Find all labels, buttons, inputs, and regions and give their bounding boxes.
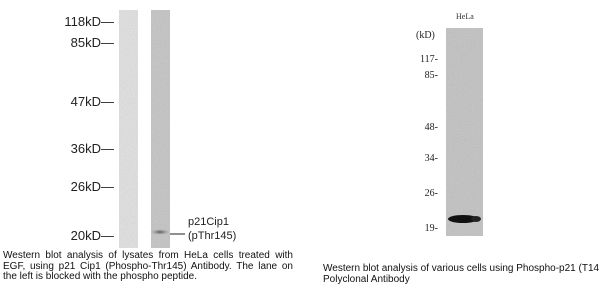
figure: p21Cip1 (pThr145) Western blot analysis … — [0, 0, 599, 298]
marker-label: 118kD— — [14, 15, 114, 29]
marker-label: 26- — [398, 189, 438, 199]
lane-label: HeLa — [456, 12, 474, 21]
caption: Western blot analysis of various cells u… — [323, 264, 599, 285]
caption: Western blot analysis of lysates from He… — [3, 251, 293, 283]
unit-label: (kD) — [416, 30, 435, 41]
marker-label: 26kD— — [14, 180, 114, 194]
lane-texture — [151, 10, 170, 248]
band-label: p21Cip1 (pThr145) — [188, 215, 236, 243]
band — [471, 216, 481, 222]
marker-label: 36kD— — [14, 142, 114, 156]
band — [150, 229, 170, 235]
marker-label: 34- — [398, 154, 438, 164]
band-label-line: (pThr145) — [188, 229, 236, 243]
lane-texture — [446, 28, 483, 236]
marker-label: 20kD— — [14, 229, 114, 243]
band-label-line: p21Cip1 — [188, 215, 236, 229]
marker-label: 85kD— — [14, 36, 114, 50]
lane-texture — [119, 10, 138, 248]
marker-label: 19- — [398, 224, 438, 234]
marker-label: 117- — [398, 55, 438, 65]
marker-label: 85- — [398, 71, 438, 81]
marker-label: 48- — [398, 123, 438, 133]
marker-label: 47kD— — [14, 95, 114, 109]
